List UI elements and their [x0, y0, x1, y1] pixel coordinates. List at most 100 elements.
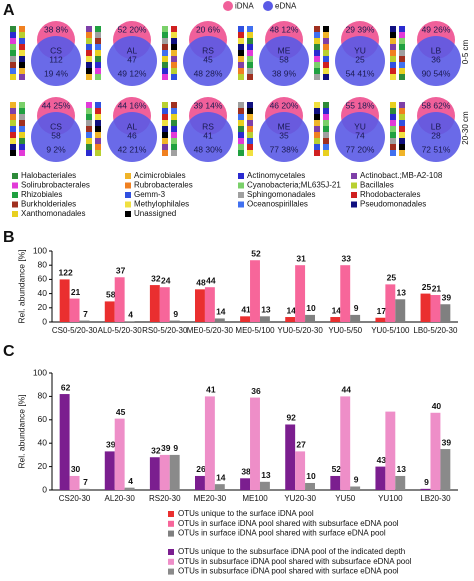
composition-stripe [86, 102, 92, 108]
taxon-swatch [125, 211, 131, 217]
venn-top: 46 20% [270, 100, 299, 110]
composition-stripe [86, 114, 92, 120]
bar [340, 265, 351, 322]
composition-stripe [19, 138, 25, 144]
otu-count: 9 [424, 477, 429, 487]
composition-stripe [10, 138, 16, 144]
composition-stripe [390, 38, 396, 44]
bar [240, 316, 251, 322]
bar [59, 394, 70, 490]
composition-stripe [399, 126, 405, 132]
taxon-label: Sphingomonadales [247, 190, 316, 199]
composition-stripe [390, 32, 396, 38]
composition-stripe [162, 138, 168, 144]
x-tick-label: YU0-5/100 [371, 326, 410, 335]
composition-stripe [171, 102, 177, 108]
composition-stripe [323, 68, 329, 74]
composition-stripe [10, 120, 16, 126]
otu-count: 36 [251, 386, 261, 396]
venn-top: 39 14% [194, 100, 223, 110]
venn-bottom: 54 41% [346, 68, 375, 78]
composition-stripe [19, 132, 25, 138]
venn-shared: 28 [431, 130, 441, 140]
composition-stripe [162, 74, 168, 80]
composition-stripe [95, 32, 101, 38]
composition-stripe [171, 144, 177, 150]
panel-label: B [3, 229, 15, 246]
taxon-swatch [351, 192, 357, 198]
legend-label: eDNA [275, 2, 297, 11]
composition-stripe [247, 120, 253, 126]
composition-stripe [399, 108, 405, 114]
bar [114, 277, 125, 322]
otu-count: 41 [241, 305, 251, 315]
otu-count: 10 [306, 303, 316, 313]
taxon-swatch [12, 182, 18, 189]
legend-swatch [168, 520, 174, 527]
composition-stripe [171, 62, 177, 68]
edna-circle [411, 36, 461, 86]
composition-stripe [10, 102, 16, 108]
taxon-label: Actinobact.;MB-A2-108 [360, 171, 443, 180]
y-tick-label: 40 [38, 437, 48, 447]
composition-stripe [247, 50, 253, 56]
bar [385, 284, 396, 322]
composition-stripe [19, 32, 25, 38]
otu-count: 40 [432, 401, 442, 411]
otu-count: 13 [261, 470, 271, 480]
y-tick-label: 100 [33, 367, 47, 377]
bar [169, 320, 180, 322]
bar [295, 451, 306, 490]
panel-label: C [3, 343, 15, 360]
composition-stripe [247, 126, 253, 132]
bar [124, 321, 135, 322]
composition-stripe [323, 144, 329, 150]
otu-count: 13 [261, 305, 271, 315]
venn-shared: 36 [431, 54, 441, 64]
composition-stripe [323, 44, 329, 50]
bar [79, 488, 90, 490]
composition-stripe [323, 62, 329, 68]
legend-label: OTUs in surface iDNA pool shared with su… [178, 529, 386, 538]
composition-stripe [19, 56, 25, 62]
venn-shared: 74 [355, 130, 365, 140]
composition-stripe [314, 62, 320, 68]
y-tick-label: 40 [38, 288, 48, 298]
composition-stripe [19, 50, 25, 56]
taxon-swatch [351, 182, 357, 189]
venn-bottom: 42 21% [118, 144, 147, 154]
composition-stripe [238, 44, 244, 50]
bar [169, 454, 180, 490]
composition-stripe [247, 132, 253, 138]
bar [385, 411, 396, 490]
otu-count: 38 [241, 467, 251, 477]
composition-stripe [95, 144, 101, 150]
venn-site: LB [431, 121, 442, 131]
taxon-swatch [125, 201, 131, 208]
composition-stripe [10, 68, 16, 74]
composition-stripe [238, 50, 244, 56]
composition-stripe [171, 26, 177, 32]
composition-stripe [19, 114, 25, 120]
venn-bottom: 9 2% [46, 144, 66, 154]
composition-stripe [390, 120, 396, 126]
composition-stripe [86, 26, 92, 32]
composition-stripe [399, 102, 405, 108]
venn-site: YU [354, 45, 366, 55]
bar [375, 466, 386, 490]
composition-stripe [247, 114, 253, 120]
otu-count: 32 [151, 273, 161, 283]
taxon-label: Burkholderiales [21, 200, 76, 209]
venn-bottom: 72 51% [422, 144, 451, 154]
venn-bottom: 19 4% [44, 68, 69, 78]
taxon-label: Actinomycetales [247, 171, 305, 180]
otu-count: 9 [173, 309, 178, 319]
otu-count: 52 [251, 248, 261, 258]
taxon-label: Pseudomonadales [360, 200, 426, 209]
composition-stripe [399, 26, 405, 32]
taxon-label: Acimicrobiales [134, 171, 186, 180]
composition-stripe [238, 108, 244, 114]
composition-stripe [399, 74, 405, 80]
otu-count: 26 [196, 464, 206, 474]
